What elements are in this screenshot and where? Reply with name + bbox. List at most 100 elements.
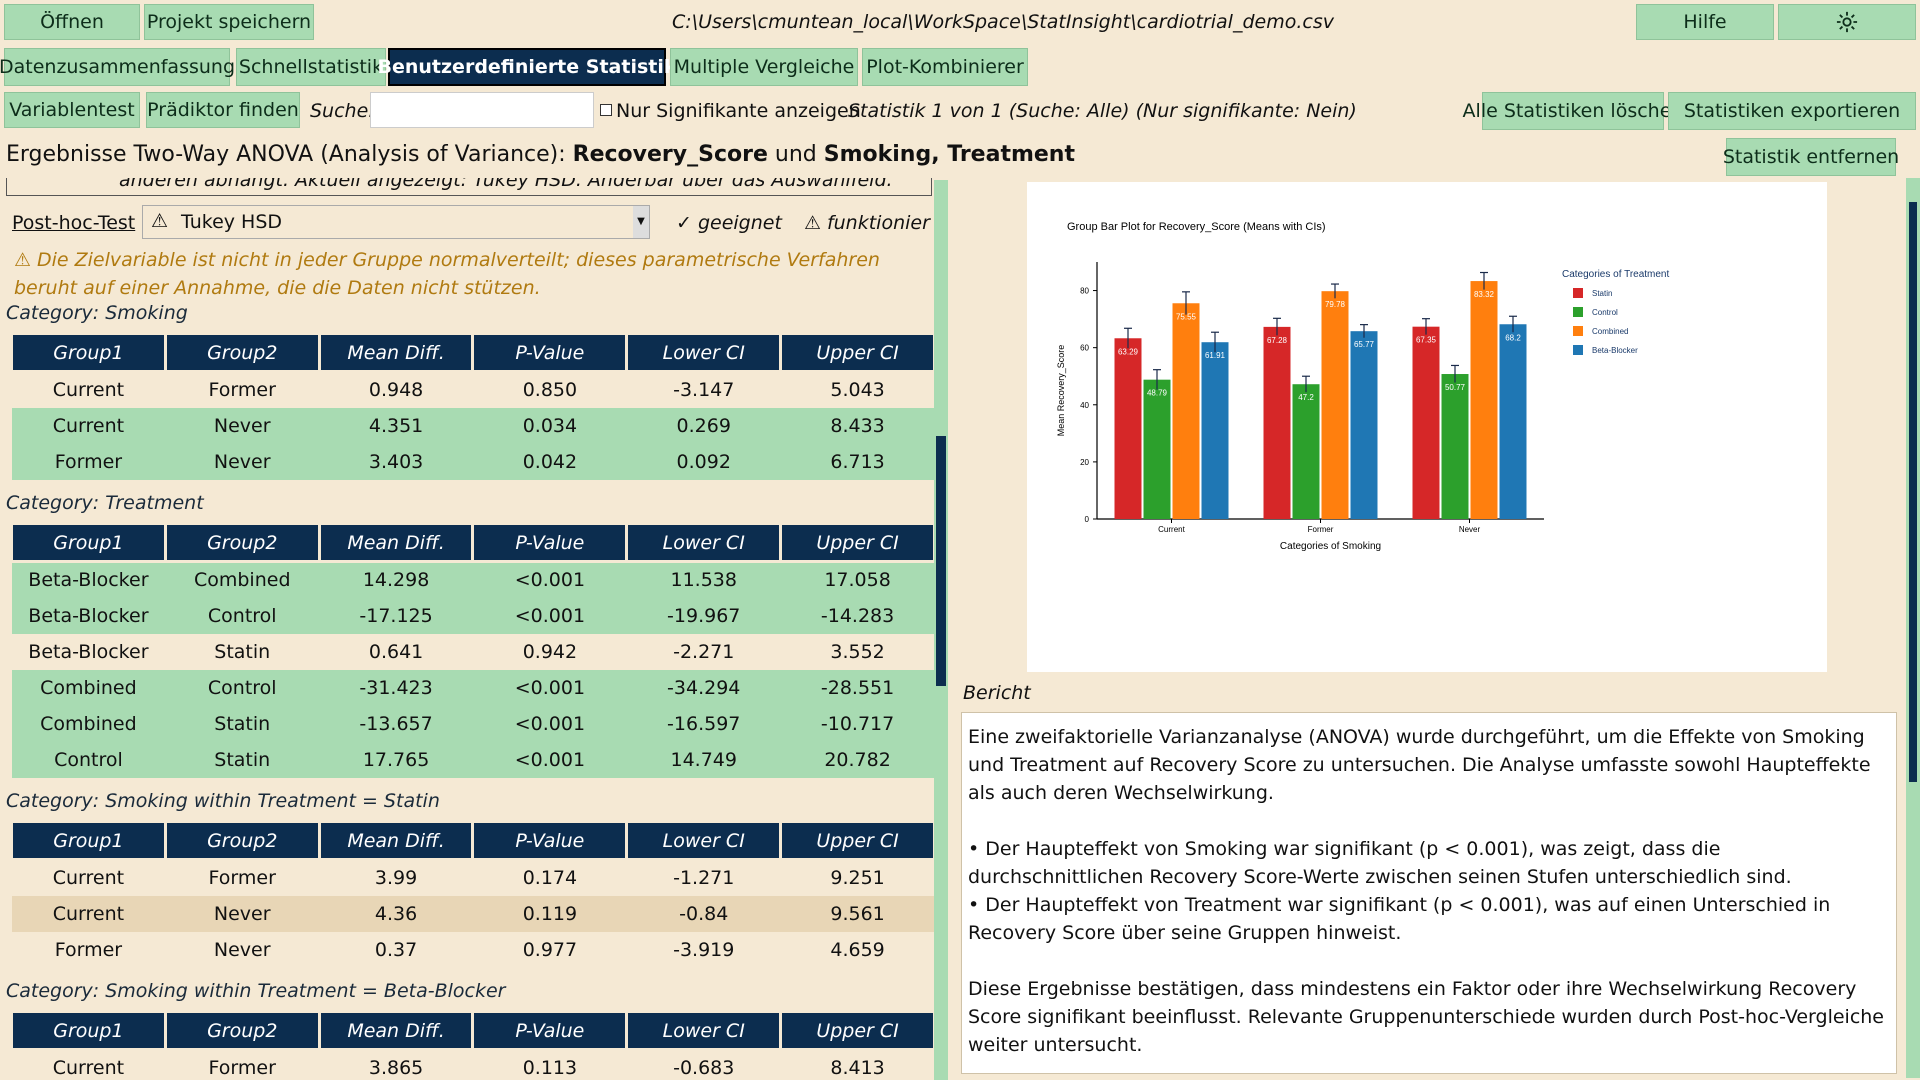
table-cell: Current [52,379,125,402]
table-cell: -3.919 [673,938,735,961]
warning-icon: ⚠ [804,212,821,234]
column-header[interactable]: Upper CI [779,820,936,861]
open-button[interactable]: Öffnen [4,4,140,40]
tab-quick-stats[interactable]: Schnellstatistik [236,48,386,86]
table-cell: Current [11,407,166,444]
column-header[interactable]: Group1 [10,1010,167,1051]
column-header[interactable]: Group2 [163,522,321,563]
column-header[interactable]: Upper CI [779,332,936,373]
table-cell: Former [208,379,276,402]
table-cell: Control [165,597,320,634]
legend-swatch [1573,288,1583,298]
column-header[interactable]: Lower CI [625,332,783,373]
table-row[interactable]: Former Never 3.403 0.042 0.092 6.713 [11,443,935,480]
table-cell: 0.641 [368,640,424,663]
only-significant-label: Nur Signifikante anzeigen [616,100,861,122]
result-title: Ergebnisse Two-Way ANOVA (Analysis of Va… [6,142,1075,167]
table-cell: <0.001 [472,705,627,742]
legend-swatch [1573,345,1583,355]
table-cell: 0.113 [522,1057,578,1078]
find-predictor-button[interactable]: Prädiktor finden [146,92,300,128]
column-header[interactable]: P-Value [471,820,629,861]
column-header[interactable]: Group1 [10,522,167,563]
table-row[interactable]: Beta-Blocker Combined 14.298 <0.001 11.538 17… [11,561,935,598]
warning-icon: ⚠ [151,210,169,232]
column-header[interactable]: P-Value [471,332,629,373]
bar [1292,384,1320,519]
table-row[interactable]: Current Never 4.36 0.119 -0.84 9.561 [11,895,935,932]
x-tick-label: Never [1459,525,1481,534]
tab-multiple-comparisons[interactable]: Multiple Vergleiche [670,48,858,86]
table-row[interactable]: Current Former 0.948 0.850 -3.147 5.043 [12,372,935,408]
table-cell: Beta-Blocker [11,561,166,598]
table-cell: 20.782 [780,741,935,778]
column-header[interactable]: P-Value [471,1010,629,1051]
bar-value-label: 67.28 [1267,336,1288,345]
table-row[interactable]: Control Statin 17.765 <0.001 14.749 20.782 [11,741,935,778]
variable-test-button[interactable]: Variablentest [4,92,140,128]
x-axis-label: Categories of Smoking [1280,541,1381,552]
table-cell: -13.657 [319,705,473,742]
table-row[interactable]: Current Former 3.865 0.113 -0.683 8.413 [12,1050,935,1078]
bar [1321,291,1349,519]
remove-statistic-button[interactable]: Statistik entfernen [1723,138,1899,176]
table-row[interactable]: Current Never 4.351 0.034 0.269 8.433 [11,407,935,444]
table-row[interactable]: Combined Control -31.423 <0.001 -34.294 -28.5… [11,669,935,706]
tab-custom-stats[interactable]: Benutzerdefinierte Statistik [378,48,677,86]
table-row[interactable]: Current Former 3.99 0.174 -1.271 9.251 [12,860,935,896]
clear-all-statistics-button[interactable]: Alle Statistiken löschen [1463,92,1683,130]
column-header[interactable]: Group2 [163,332,321,373]
column-header[interactable]: Group1 [10,332,167,373]
column-header[interactable]: P-Value [471,522,629,563]
save-project-button[interactable]: Projekt speichern [144,4,314,40]
table-row[interactable]: Former Never 0.37 0.977 -3.919 4.659 [12,932,935,968]
column-header[interactable]: Lower CI [625,1010,783,1051]
column-header[interactable]: Group2 [163,1010,321,1051]
table-row[interactable]: Beta-Blocker Statin 0.641 0.942 -2.271 3.552 [12,634,935,670]
bar-value-label: 83.32 [1474,290,1495,299]
report-text: Eine zweifaktorielle Varianzanalyse (ANO… [961,712,1897,1074]
table-cell: -16.597 [626,705,781,742]
table-row[interactable]: Beta-Blocker Control -17.125 <0.001 -19.967-… [11,597,935,634]
column-header[interactable]: Mean Diff. [317,820,475,861]
tab-plot-combiner[interactable]: Plot-Kombinierer [862,48,1028,86]
column-header[interactable]: Group1 [10,820,167,861]
column-header[interactable]: Mean Diff. [317,1010,475,1051]
export-statistics-button[interactable]: Statistiken exportieren [1668,92,1916,130]
column-header[interactable]: Group2 [163,820,321,861]
column-header[interactable]: Upper CI [779,1010,936,1051]
table-cell: 6.713 [780,443,935,480]
table-cell: -28.551 [780,669,935,706]
tab-data-summary[interactable]: Datenzusammenfassung [0,48,235,86]
column-header[interactable]: Mean Diff. [317,522,475,563]
posthoc-select[interactable]: ⚠ Tukey HSD ▼ [142,205,650,239]
table-cell: 8.433 [780,407,935,444]
bar-value-label: 50.77 [1445,383,1466,392]
bar [1263,326,1291,519]
column-header[interactable]: Lower CI [625,522,783,563]
only-significant-checkbox[interactable] [600,104,612,116]
bar-value-label: 68.2 [1505,333,1521,342]
column-header[interactable]: Mean Diff. [317,332,475,373]
column-header[interactable]: Lower CI [625,820,783,861]
left-scrollbar[interactable] [934,180,948,1080]
settings-button[interactable] [1778,4,1916,40]
right-scrollbar[interactable] [1906,178,1920,1078]
bar-value-label: 79.78 [1325,300,1346,309]
y-tick-label: 20 [1080,458,1089,467]
posthoc-panel[interactable]: anderen abhängt. Aktuell angezeigt: Tuke… [6,178,936,1078]
search-label: Suche: [310,100,375,122]
table-cell: 5.043 [830,379,885,402]
table-cell: Combined [11,669,166,706]
table-row[interactable]: Combined Statin -13.657 <0.001 -16.597 -10.71… [11,705,935,742]
legend-entry: Statin [1592,289,1612,298]
left-scroll-thumb[interactable] [936,436,946,686]
help-button[interactable]: Hilfe [1636,4,1774,40]
legend-entry: Control [1592,308,1618,317]
column-header[interactable]: Upper CI [779,522,936,563]
table-cell: Current [11,895,166,932]
right-scroll-thumb[interactable] [1909,202,1917,782]
bar-value-label: 47.2 [1298,393,1314,402]
search-input[interactable] [370,92,594,128]
posthoc-table: Group1 Group2 Mean Diff. P-Value Lower CI Upp… [10,1010,936,1078]
